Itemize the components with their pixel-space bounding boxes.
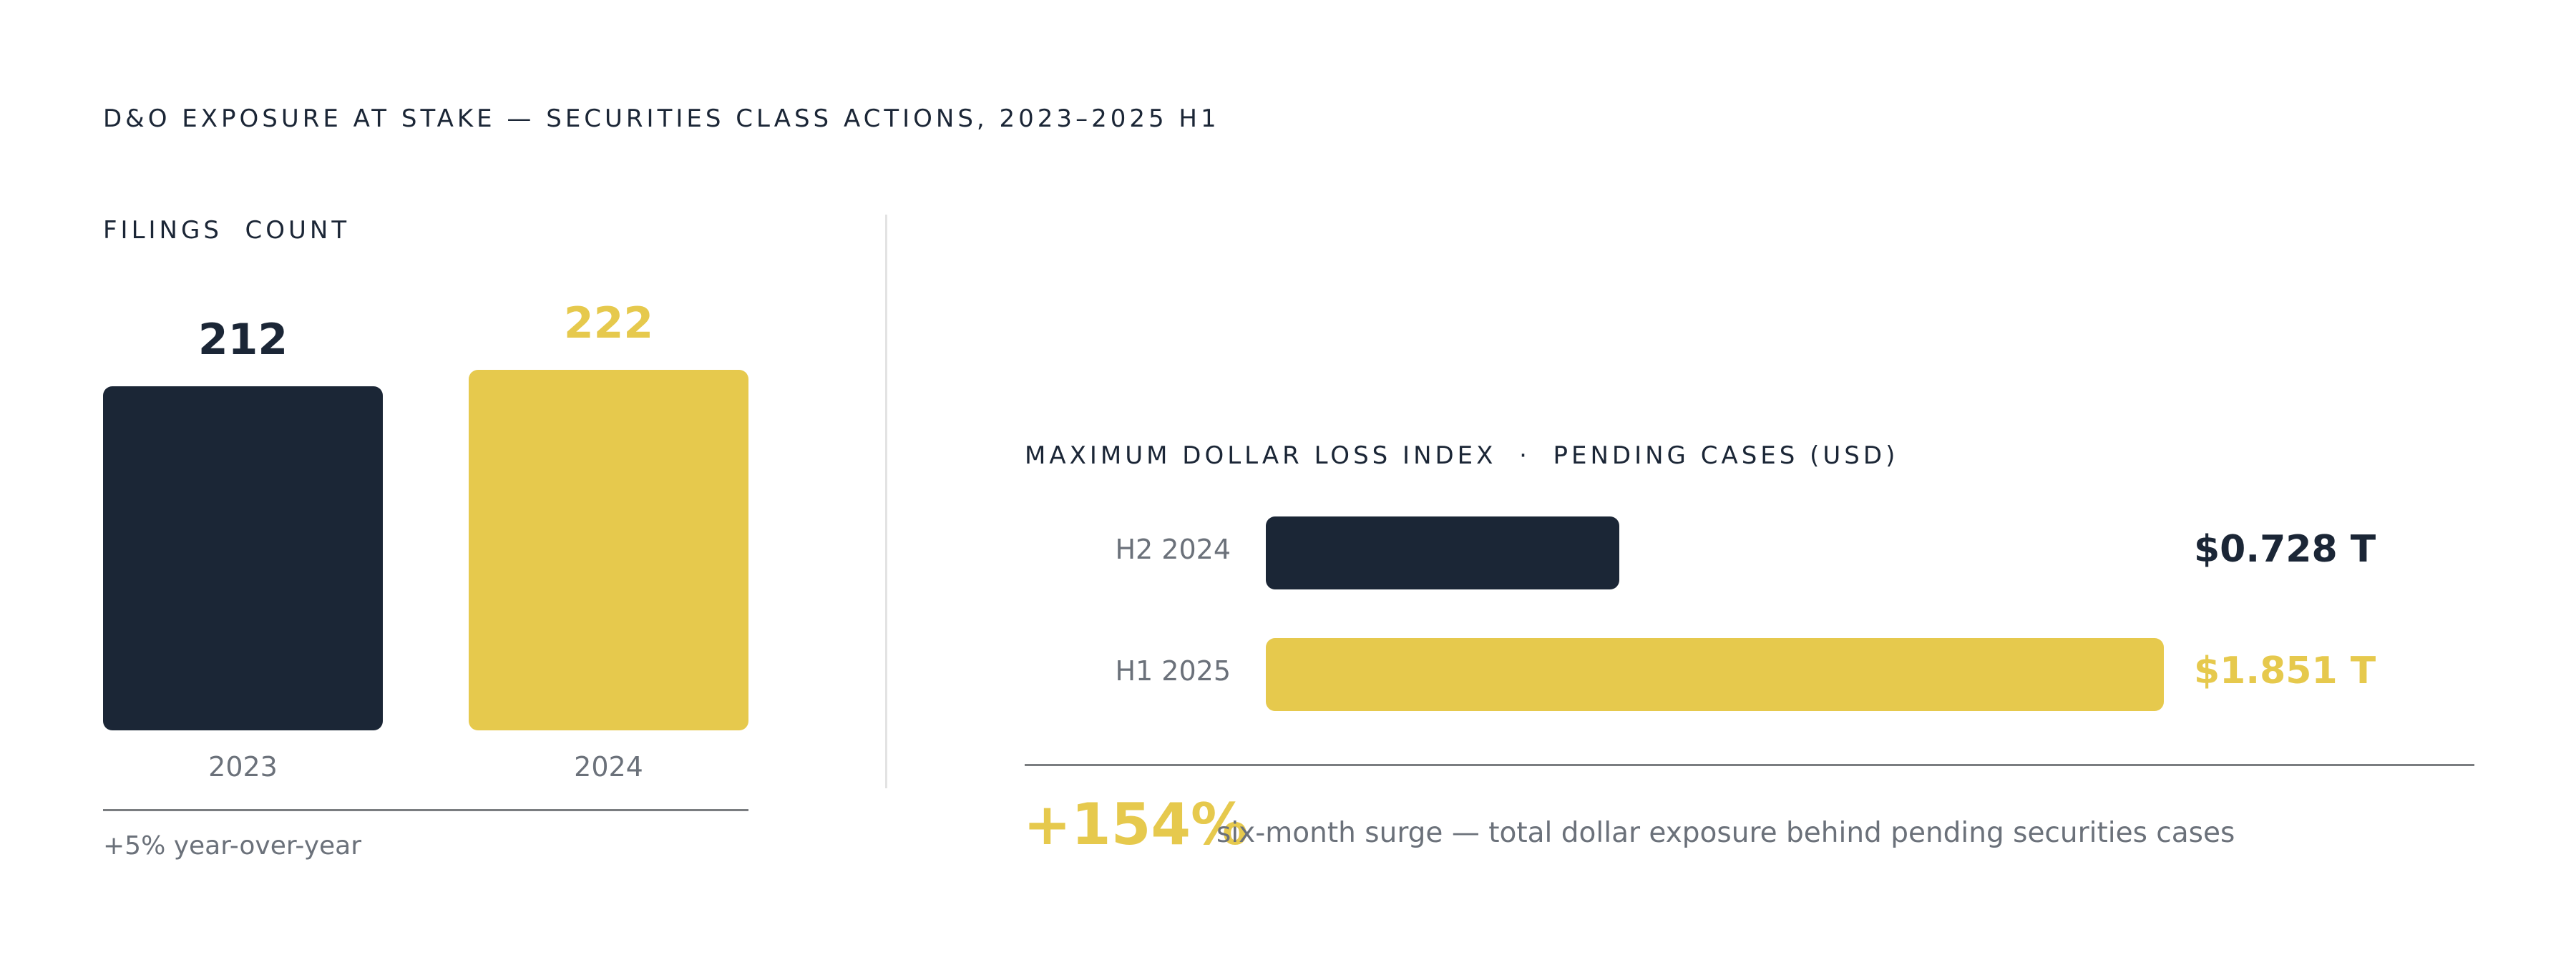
bar-2024 <box>469 370 748 730</box>
bar-h2-2024 <box>1266 516 1619 589</box>
bar-value-label: $1.851 T <box>2194 650 2376 692</box>
category-label: H2 2024 <box>1115 534 1231 565</box>
bar-value-label: 212 <box>197 314 288 365</box>
bar-h1-2025 <box>1266 638 2164 711</box>
category-label: H1 2025 <box>1115 655 1231 687</box>
chart-title: D&O EXPOSURE AT STAKE — SECURITIES CLASS… <box>103 104 1220 133</box>
loss-index-rule <box>1025 764 2474 766</box>
filings-count-label: FILINGS COUNT <box>103 216 351 245</box>
bar-value-label: 222 <box>563 298 654 349</box>
category-label: 2024 <box>574 751 643 783</box>
surge-description: six-month surge — total dollar exposure … <box>1216 817 2235 849</box>
bar-2023 <box>103 386 383 730</box>
section-divider <box>885 215 887 788</box>
bar-value-label: $0.728 T <box>2194 528 2376 571</box>
filings-baseline-rule <box>103 809 748 811</box>
filings-footnote: +5% year-over-year <box>103 831 362 861</box>
category-label: 2023 <box>208 751 278 783</box>
surge-percent: +154% <box>1023 791 1249 858</box>
loss-index-label: MAXIMUM DOLLAR LOSS INDEX · PENDING CASE… <box>1025 441 1899 470</box>
